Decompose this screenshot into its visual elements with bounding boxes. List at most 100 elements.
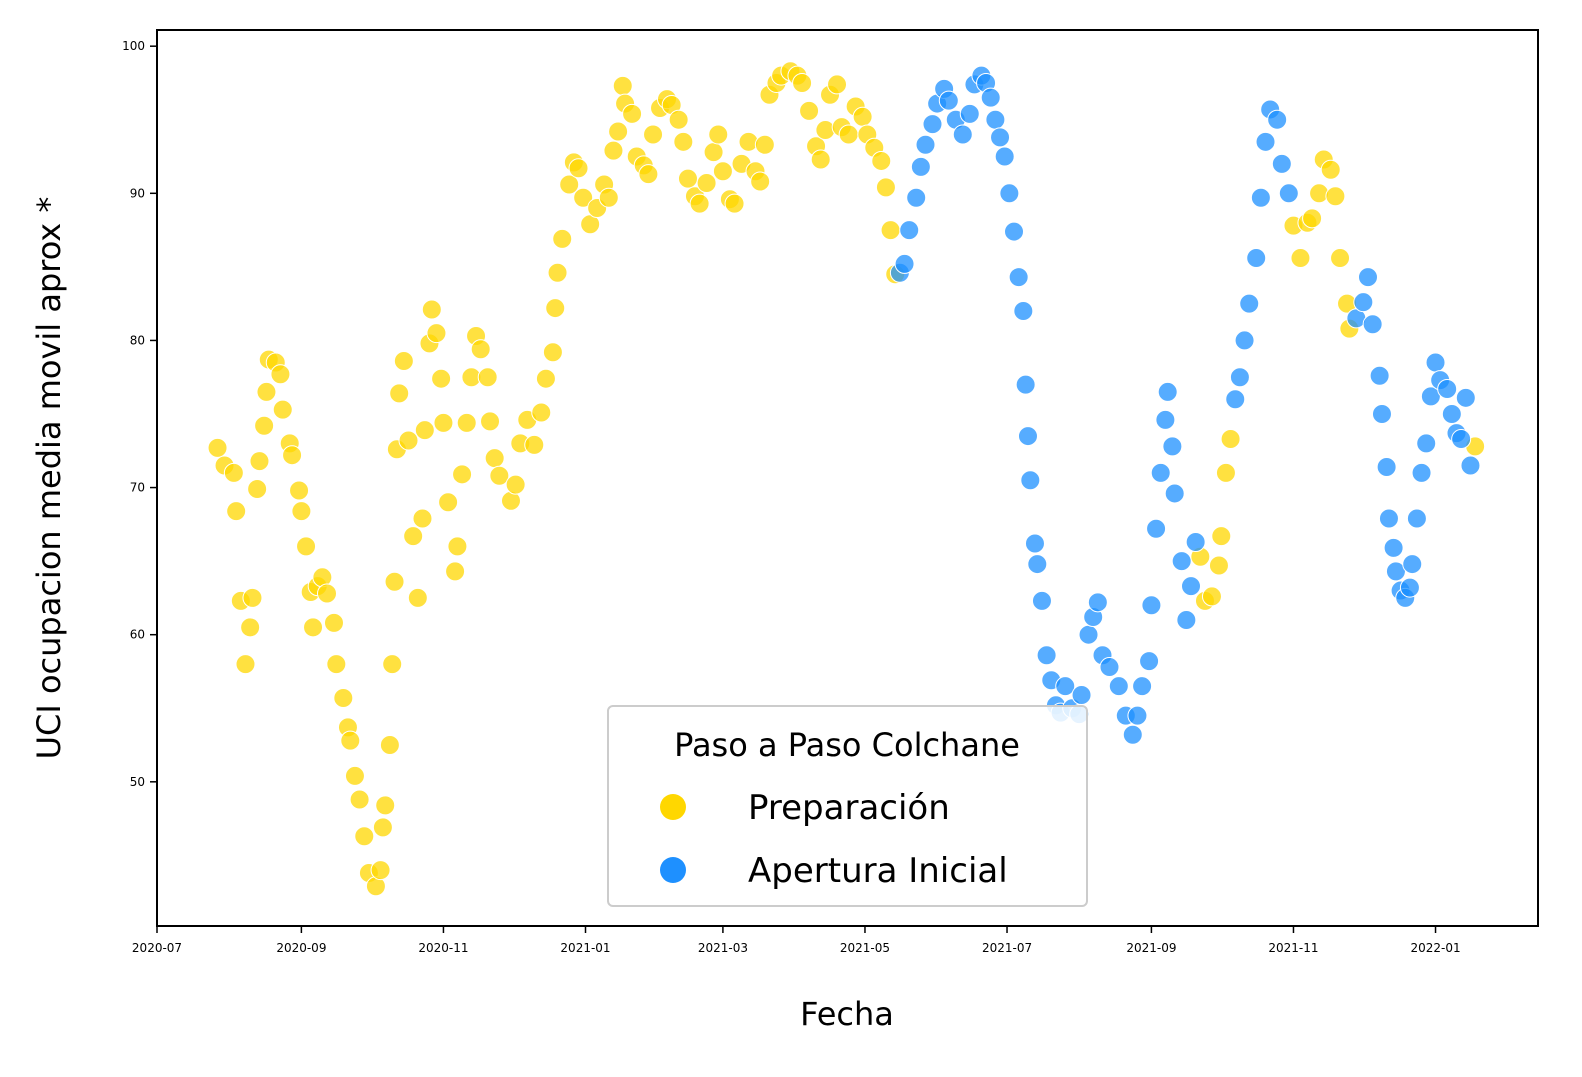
point bbox=[1139, 651, 1160, 672]
point bbox=[708, 124, 729, 145]
point bbox=[922, 114, 943, 135]
point bbox=[370, 860, 391, 881]
point bbox=[1455, 387, 1476, 408]
point bbox=[598, 187, 619, 208]
point bbox=[256, 381, 277, 402]
x-tick-label: 2021-07 bbox=[982, 941, 1032, 955]
point bbox=[894, 253, 915, 274]
point bbox=[1127, 705, 1148, 726]
point bbox=[754, 134, 775, 155]
point bbox=[1290, 248, 1311, 269]
point bbox=[1278, 183, 1299, 204]
point bbox=[810, 149, 831, 170]
point bbox=[207, 437, 228, 458]
point bbox=[1420, 386, 1441, 407]
point bbox=[1017, 426, 1038, 447]
point bbox=[1015, 374, 1036, 395]
points bbox=[207, 61, 1486, 897]
point bbox=[1309, 183, 1330, 204]
point bbox=[382, 654, 403, 675]
point bbox=[1164, 483, 1185, 504]
point bbox=[673, 131, 694, 152]
point bbox=[1369, 365, 1390, 386]
point bbox=[433, 412, 454, 433]
point bbox=[1378, 508, 1399, 529]
point bbox=[226, 501, 247, 522]
legend-label: Preparación bbox=[748, 788, 950, 828]
point bbox=[1441, 404, 1462, 424]
point bbox=[906, 187, 927, 208]
point bbox=[1185, 532, 1206, 552]
point bbox=[249, 451, 270, 472]
point bbox=[349, 789, 370, 810]
point bbox=[1108, 676, 1129, 697]
point bbox=[938, 90, 959, 111]
point bbox=[1411, 462, 1432, 483]
point bbox=[871, 150, 892, 171]
point bbox=[677, 168, 698, 189]
point bbox=[980, 87, 1001, 108]
x-tick-label: 2020-11 bbox=[418, 941, 468, 955]
point bbox=[1055, 676, 1076, 697]
point bbox=[1211, 526, 1232, 547]
point bbox=[1362, 314, 1383, 335]
point bbox=[547, 262, 568, 283]
point bbox=[470, 339, 491, 360]
point bbox=[1171, 551, 1192, 572]
point bbox=[254, 415, 275, 436]
point bbox=[438, 492, 459, 513]
point bbox=[696, 173, 717, 194]
point bbox=[1132, 676, 1153, 697]
x-tick-label: 2021-03 bbox=[698, 941, 748, 955]
point bbox=[403, 526, 424, 547]
point bbox=[1385, 561, 1406, 582]
point bbox=[1162, 436, 1183, 457]
point bbox=[552, 228, 573, 249]
point bbox=[389, 383, 410, 404]
x-tick-label: 2021-05 bbox=[840, 941, 890, 955]
point bbox=[1371, 404, 1392, 424]
point bbox=[689, 193, 710, 214]
point bbox=[1225, 389, 1246, 410]
point bbox=[1071, 685, 1092, 706]
point bbox=[1239, 293, 1260, 314]
point bbox=[452, 464, 473, 485]
x-tick-label: 2020-07 bbox=[132, 941, 182, 955]
point bbox=[296, 536, 317, 557]
point bbox=[1122, 724, 1143, 745]
point bbox=[1008, 267, 1029, 288]
point bbox=[568, 158, 589, 179]
point bbox=[317, 583, 338, 604]
y-tick-label: 80 bbox=[130, 333, 145, 347]
point bbox=[480, 411, 501, 432]
point bbox=[738, 131, 759, 152]
x-axis-label: Fecha bbox=[800, 995, 894, 1033]
point bbox=[282, 445, 303, 466]
point bbox=[323, 612, 344, 633]
point bbox=[375, 795, 396, 816]
point bbox=[1031, 590, 1052, 611]
point bbox=[505, 474, 526, 495]
point bbox=[542, 342, 563, 363]
point bbox=[354, 826, 375, 847]
legend-box bbox=[607, 705, 1088, 907]
point bbox=[1229, 367, 1250, 388]
point bbox=[291, 501, 312, 522]
y-tick-label: 60 bbox=[130, 628, 145, 642]
point bbox=[1176, 609, 1197, 630]
point bbox=[1302, 208, 1323, 229]
point bbox=[815, 120, 836, 141]
point bbox=[1155, 409, 1176, 430]
point bbox=[384, 571, 405, 592]
x-tick-label: 2022-01 bbox=[1410, 941, 1460, 955]
x-tick-label: 2020-09 bbox=[276, 941, 326, 955]
point bbox=[880, 220, 901, 241]
point bbox=[431, 368, 452, 389]
point bbox=[952, 124, 973, 145]
plot-frame bbox=[156, 29, 1539, 927]
x-tick-label: 2021-11 bbox=[1268, 941, 1318, 955]
point bbox=[999, 183, 1020, 204]
point bbox=[1320, 159, 1341, 180]
point bbox=[1425, 352, 1446, 373]
